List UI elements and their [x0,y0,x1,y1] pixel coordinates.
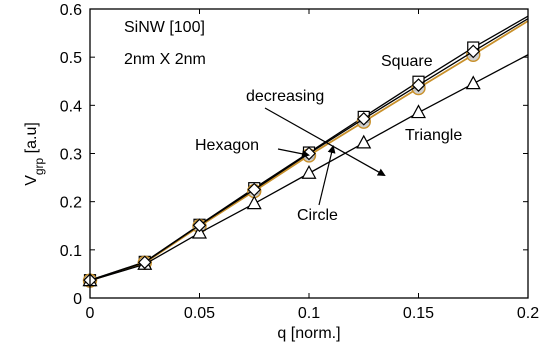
circle-arrow [318,145,336,206]
decreasing-arrow [264,107,386,176]
annotation-circle: Circle [297,207,338,224]
y-tick-label: 0.2 [60,195,82,212]
x-tick-label: 0 [86,305,95,322]
y-tick-label: 0 [73,291,82,308]
data-point-triangle [410,104,427,119]
data-point-triangle [246,195,262,210]
annotation-box-line1: SiNW [100] [124,19,205,36]
annotation-hexagon: Hexagon [195,137,259,154]
ticks-layer: 0 0.05 0.1 0.15 0.2 0 0.1 0.2 0.3 0.4 0.5 0.6 [60,2,539,322]
data-point-triangle [301,164,317,179]
y-tick-label: 0.3 [60,147,82,164]
x-tick-label: 0.2 [517,305,539,322]
data-point-triangle [465,75,481,90]
data-point-diamond [192,218,207,233]
x-tick-label: 0.15 [403,305,434,322]
annotation-square: Square [381,53,433,70]
data-point-diamond [247,182,262,197]
x-axis-label: q [norm.] [277,325,340,342]
data-point-diamond [411,78,426,92]
data-point-diamond [466,44,481,59]
x-tick-label: 0.05 [184,305,215,322]
y-tick-label: 0.5 [60,50,82,67]
annotation-triangle: Triangle [405,127,462,144]
y-tick-label: 0.6 [60,2,82,19]
data-point-triangle [356,134,372,149]
annotation-decreasing: decreasing [246,88,324,105]
x-tick-label: 0.1 [298,305,320,322]
data-point-diamond [356,111,371,126]
data-point-diamond [137,255,152,270]
y-tick-label: 0.1 [60,243,82,260]
y-axis-label: Vgrp [a.u] [23,122,46,186]
hexagon-arrow [277,148,310,158]
annotation-box-line2: 2nm X 2nm [124,51,206,68]
y-tick-label: 0.4 [60,98,82,115]
